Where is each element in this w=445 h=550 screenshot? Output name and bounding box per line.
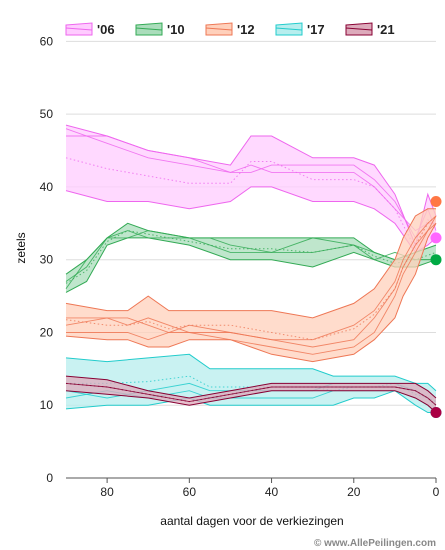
series-bands — [65, 124, 437, 413]
legend-item: '10 — [135, 22, 185, 37]
end-markers — [430, 195, 442, 419]
series-line-1-0 — [65, 230, 436, 290]
series-line-1-1 — [65, 230, 436, 282]
series-average-2 — [65, 215, 437, 341]
series-line-0-1 — [65, 128, 437, 239]
x-tick-label: 0 — [433, 485, 440, 499]
y-tick-label: 0 — [46, 471, 53, 485]
series-upper-line-3 — [65, 353, 437, 392]
end-marker-4 — [430, 407, 442, 419]
legend: '06 '10 '12 '17 '21 — [65, 22, 395, 37]
legend-swatch-line — [135, 27, 163, 31]
x-tick-labels: 80 60 40 20 0 — [100, 478, 440, 499]
x-tick-label: 60 — [183, 485, 197, 499]
series-band-1 — [66, 223, 436, 293]
series-upper-line-2 — [65, 208, 436, 319]
series-average-1 — [65, 230, 437, 284]
series-lower-line-2 — [65, 223, 437, 363]
legend-swatch-line — [275, 27, 303, 31]
y-tick-label: 50 — [40, 107, 54, 121]
series-average-4 — [65, 382, 437, 406]
series-lower-line-1 — [65, 237, 437, 293]
credit-text: © www.AllePeilingen.com — [314, 538, 436, 549]
y-tick-label: 20 — [40, 325, 54, 339]
x-tick-label: 20 — [347, 485, 361, 499]
y-axis-label: zetels — [14, 232, 28, 263]
legend-swatch-line — [65, 27, 93, 31]
legend-label: '12 — [237, 22, 255, 37]
series-band-2 — [66, 208, 436, 362]
legend-label: '10 — [167, 22, 185, 37]
x-axis-label: aantal dagen voor de verkiezingen — [160, 514, 343, 528]
legend-swatch-line — [205, 27, 233, 31]
series-line-2-2 — [66, 215, 437, 355]
x-tick-label: 80 — [100, 485, 114, 499]
legend-item: '06 — [65, 22, 115, 37]
legend-item: '12 — [205, 22, 255, 37]
legend-item: '17 — [275, 22, 325, 37]
series-4 — [65, 375, 437, 413]
series-line-2-1 — [65, 222, 437, 348]
y-tick-labels: 0 10 20 30 40 50 60 — [40, 34, 54, 485]
end-marker-0 — [430, 232, 442, 244]
end-marker-1 — [430, 254, 442, 266]
series-band-0 — [66, 125, 436, 253]
legend-item: '21 — [345, 22, 395, 37]
series-lower-line-4 — [65, 390, 437, 413]
y-tick-label: 30 — [40, 253, 54, 267]
series-lower-line-3 — [65, 390, 436, 413]
y-tick-label: 10 — [40, 398, 54, 412]
end-marker-2 — [430, 195, 442, 207]
y-tick-label: 60 — [40, 34, 54, 48]
series-1 — [65, 222, 437, 293]
y-tick-label: 40 — [40, 180, 54, 194]
series-line-0-0 — [66, 135, 436, 232]
x-tick-label: 40 — [265, 485, 279, 499]
legend-label: '06 — [97, 22, 115, 37]
series-upper-line-4 — [65, 375, 437, 399]
legend-label: '17 — [307, 22, 325, 37]
series-2 — [65, 208, 437, 363]
legend-label: '21 — [377, 22, 395, 37]
legend-swatch-line — [345, 27, 373, 31]
